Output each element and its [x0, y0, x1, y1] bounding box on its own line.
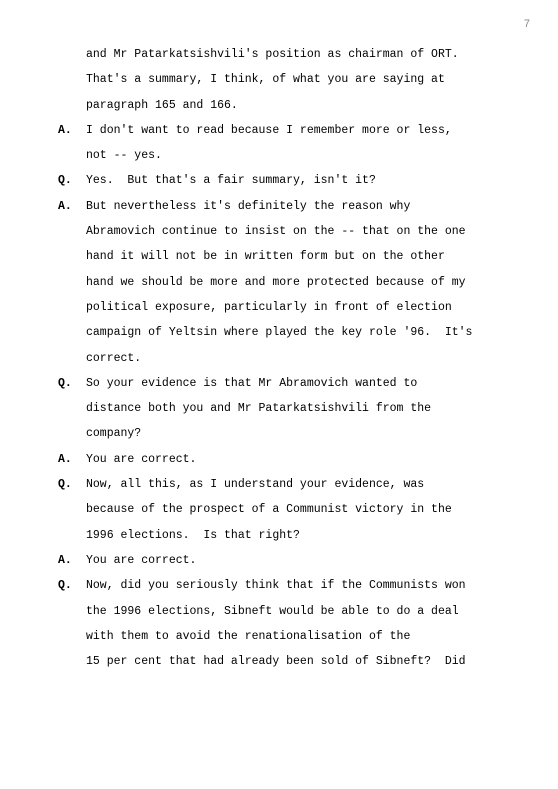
transcript-line: distance both you and Mr Patarkatsishvil… — [58, 396, 508, 421]
speaker-a: A. — [58, 447, 86, 472]
speaker-a: A. — [58, 194, 86, 219]
line-text: Now, did you seriously think that if the… — [86, 573, 508, 598]
line-text: because of the prospect of a Communist v… — [86, 497, 508, 522]
transcript-line: political exposure, particularly in fron… — [58, 295, 508, 320]
page-number: 7 — [524, 12, 530, 36]
transcript-line: paragraph 165 and 166. — [58, 93, 508, 118]
line-text: not -- yes. — [86, 143, 508, 168]
transcript-line: Q.Now, all this, as I understand your ev… — [58, 472, 508, 497]
line-text: I don't want to read because I remember … — [86, 118, 508, 143]
line-text: Now, all this, as I understand your evid… — [86, 472, 508, 497]
transcript-line: Abramovich continue to insist on the -- … — [58, 219, 508, 244]
line-text: 15 per cent that had already been sold o… — [86, 649, 508, 674]
line-text: But nevertheless it's definitely the rea… — [86, 194, 508, 219]
line-text: hand it will not be in written form but … — [86, 244, 508, 269]
line-text: and Mr Patarkatsishvili's position as ch… — [86, 42, 508, 67]
transcript-line: with them to avoid the renationalisation… — [58, 624, 508, 649]
line-text: the 1996 elections, Sibneft would be abl… — [86, 599, 508, 624]
transcript-line: Q.Now, did you seriously think that if t… — [58, 573, 508, 598]
transcript-line: because of the prospect of a Communist v… — [58, 497, 508, 522]
speaker-q: Q. — [58, 573, 86, 598]
transcript-line: and Mr Patarkatsishvili's position as ch… — [58, 42, 508, 67]
speaker-q: Q. — [58, 472, 86, 497]
transcript-line: A.I don't want to read because I remembe… — [58, 118, 508, 143]
line-text: political exposure, particularly in fron… — [86, 295, 508, 320]
transcript-line: A.You are correct. — [58, 447, 508, 472]
line-text: campaign of Yeltsin where played the key… — [86, 320, 508, 345]
transcript-line: Q.Yes. But that's a fair summary, isn't … — [58, 168, 508, 193]
line-text: correct. — [86, 346, 508, 371]
transcript-line: 15 per cent that had already been sold o… — [58, 649, 508, 674]
transcript-line: A.You are correct. — [58, 548, 508, 573]
transcript-line: the 1996 elections, Sibneft would be abl… — [58, 599, 508, 624]
line-text: with them to avoid the renationalisation… — [86, 624, 508, 649]
transcript-line: correct. — [58, 346, 508, 371]
line-text: So your evidence is that Mr Abramovich w… — [86, 371, 508, 396]
line-text: company? — [86, 421, 508, 446]
line-text: distance both you and Mr Patarkatsishvil… — [86, 396, 508, 421]
transcript-line: company? — [58, 421, 508, 446]
transcript-line: hand we should be more and more protecte… — [58, 270, 508, 295]
transcript-line: hand it will not be in written form but … — [58, 244, 508, 269]
line-text: That's a summary, I think, of what you a… — [86, 67, 508, 92]
speaker-a: A. — [58, 548, 86, 573]
line-text: You are correct. — [86, 447, 508, 472]
line-text: You are correct. — [86, 548, 508, 573]
line-text: Abramovich continue to insist on the -- … — [86, 219, 508, 244]
speaker-q: Q. — [58, 371, 86, 396]
speaker-q: Q. — [58, 168, 86, 193]
line-text: hand we should be more and more protecte… — [86, 270, 508, 295]
transcript-line: not -- yes. — [58, 143, 508, 168]
transcript-body: and Mr Patarkatsishvili's position as ch… — [0, 0, 558, 714]
transcript-line: That's a summary, I think, of what you a… — [58, 67, 508, 92]
line-text: Yes. But that's a fair summary, isn't it… — [86, 168, 508, 193]
transcript-line: A.But nevertheless it's definitely the r… — [58, 194, 508, 219]
transcript-line: 1996 elections. Is that right? — [58, 523, 508, 548]
line-text: paragraph 165 and 166. — [86, 93, 508, 118]
line-text: 1996 elections. Is that right? — [86, 523, 508, 548]
speaker-a: A. — [58, 118, 86, 143]
transcript-line: Q.So your evidence is that Mr Abramovich… — [58, 371, 508, 396]
transcript-line: campaign of Yeltsin where played the key… — [58, 320, 508, 345]
